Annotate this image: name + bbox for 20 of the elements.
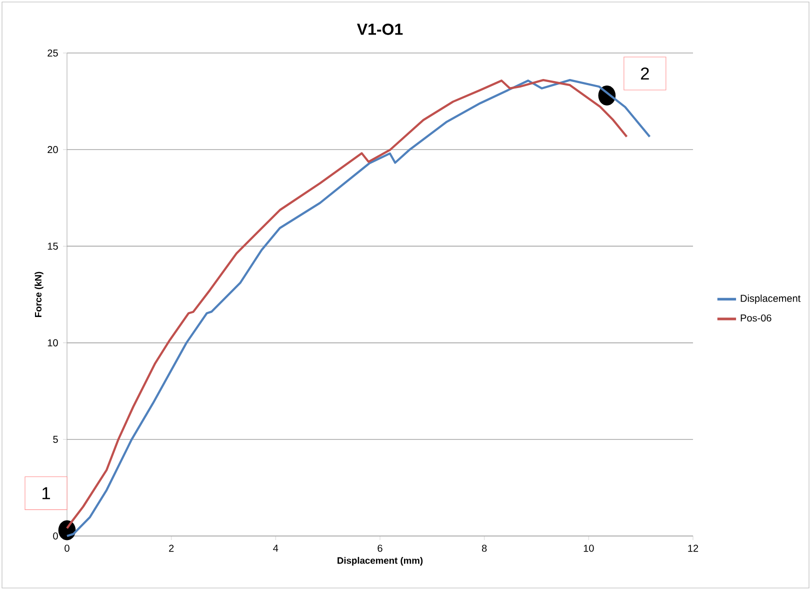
y-axis-title: Force (kN) <box>34 272 44 317</box>
annotation: 1 <box>42 487 50 500</box>
x-tick-label: 12 <box>688 544 698 552</box>
y-tick-label: 0 <box>53 532 58 540</box>
legend-label: Displacement <box>740 294 801 304</box>
y-tick-label: 25 <box>48 49 58 57</box>
y-tick-label: 5 <box>53 436 58 443</box>
x-axis-title: Displacement (mm) <box>338 556 423 566</box>
x-tick-label: 8 <box>482 544 487 552</box>
x-tick-label: 6 <box>378 544 382 552</box>
annotation: 2 <box>640 67 649 80</box>
x-tick-label: 4 <box>273 544 278 552</box>
x-tick-label: 10 <box>584 544 594 552</box>
y-tick-label: 10 <box>48 339 58 346</box>
legend-label: Pos-06 <box>740 314 772 322</box>
y-tick-label: 15 <box>48 242 58 250</box>
x-tick-label: 0 <box>64 544 70 552</box>
chart-title: V1-O1 <box>356 24 403 35</box>
y-tick-label: 20 <box>48 146 58 154</box>
x-tick-label: 2 <box>169 544 174 552</box>
